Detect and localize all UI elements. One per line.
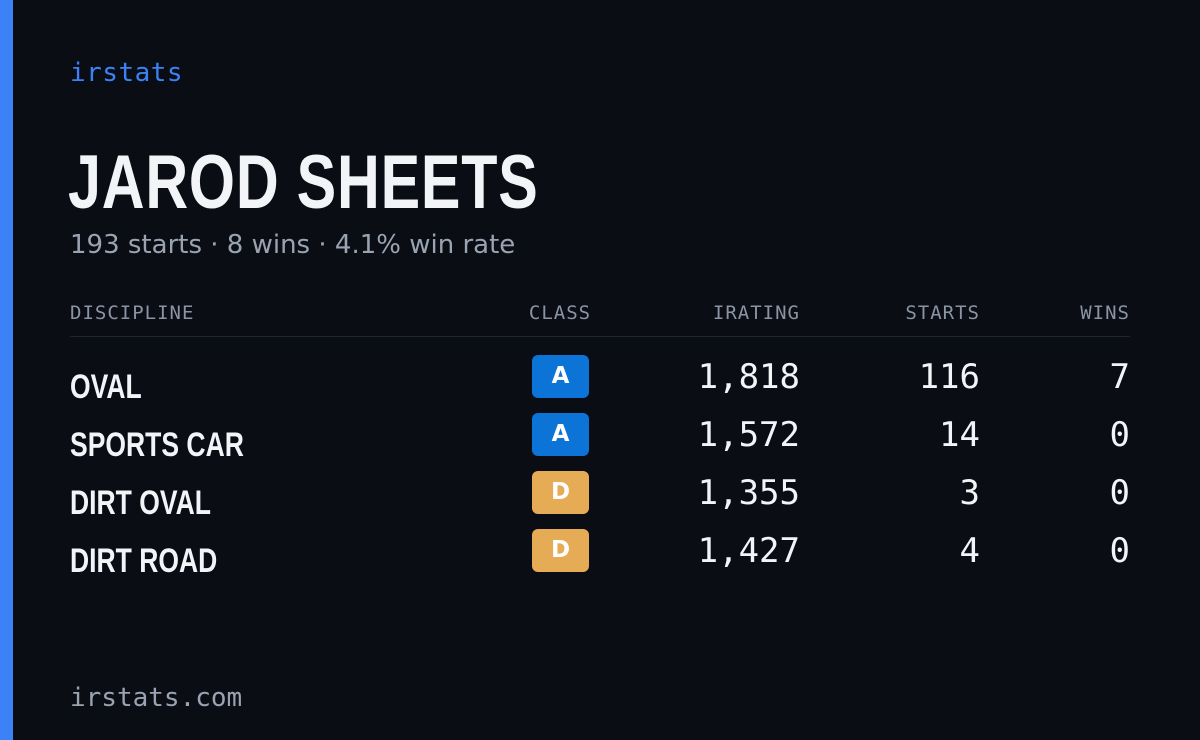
table-body: OVAL A 1,818 116 7 SPORTS CAR A 1,572 14… [70, 353, 1130, 585]
header-class-label: CLASS [528, 302, 592, 324]
discipline-name: OVAL [70, 368, 142, 406]
starts-value: 4 [959, 531, 980, 571]
wins-value: 0 [1109, 473, 1130, 513]
class-badge: D [532, 471, 589, 514]
discipline-name: DIRT OVAL [70, 484, 211, 522]
irating-value: 1,818 [697, 357, 800, 397]
starts-value: 116 [918, 357, 980, 397]
wins-value: 7 [1109, 357, 1130, 397]
irating-value: 1,355 [697, 473, 800, 513]
starts-value: 14 [939, 415, 980, 455]
table-row: DIRT ROAD D 1,427 4 0 [70, 527, 1130, 585]
class-badge: A [532, 413, 589, 456]
discipline-table: DISCIPLINE CLASS IRATING STARTS WINS OVA… [70, 296, 1130, 585]
driver-name: JAROD SHEETS [68, 140, 539, 225]
class-badge: A [532, 355, 589, 398]
wins-value: 0 [1109, 531, 1130, 571]
header-wins: WINS [1080, 302, 1130, 324]
brand-logo: irstats [70, 58, 184, 88]
header-discipline: DISCIPLINE [70, 302, 195, 324]
wins-value: 0 [1109, 415, 1130, 455]
table-header: DISCIPLINE CLASS IRATING STARTS WINS [70, 296, 1130, 337]
table-row: DIRT OVAL D 1,355 3 0 [70, 469, 1130, 527]
irating-value: 1,427 [697, 531, 800, 571]
class-badge: D [532, 529, 589, 572]
irating-value: 1,572 [697, 415, 800, 455]
table-row: OVAL A 1,818 116 7 [70, 353, 1130, 411]
accent-bar [0, 0, 13, 740]
header-starts: STARTS [905, 302, 980, 324]
starts-value: 3 [959, 473, 980, 513]
discipline-name: SPORTS CAR [70, 426, 244, 464]
discipline-name: DIRT ROAD [70, 542, 218, 580]
header-irating: IRATING [712, 302, 800, 324]
table-row: SPORTS CAR A 1,572 14 0 [70, 411, 1130, 469]
footer-url: irstats.com [70, 683, 243, 713]
driver-summary: 193 starts · 8 wins · 4.1% win rate [70, 230, 516, 260]
